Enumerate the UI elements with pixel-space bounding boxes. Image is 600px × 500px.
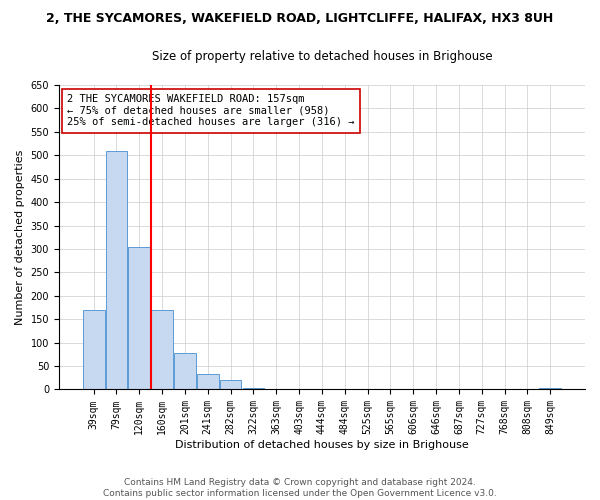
Text: 2 THE SYCAMORES WAKEFIELD ROAD: 157sqm
← 75% of detached houses are smaller (958: 2 THE SYCAMORES WAKEFIELD ROAD: 157sqm ←… [67, 94, 354, 128]
X-axis label: Distribution of detached houses by size in Brighouse: Distribution of detached houses by size … [175, 440, 469, 450]
Y-axis label: Number of detached properties: Number of detached properties [15, 150, 25, 325]
Title: Size of property relative to detached houses in Brighouse: Size of property relative to detached ho… [152, 50, 492, 63]
Bar [174, 353, 196, 390]
Bar [242, 388, 265, 390]
Bar [220, 380, 241, 390]
Bar [128, 246, 150, 390]
Text: Contains HM Land Registry data © Crown copyright and database right 2024.
Contai: Contains HM Land Registry data © Crown c… [103, 478, 497, 498]
Bar [151, 310, 173, 390]
Bar [197, 374, 218, 390]
Text: 2, THE SYCAMORES, WAKEFIELD ROAD, LIGHTCLIFFE, HALIFAX, HX3 8UH: 2, THE SYCAMORES, WAKEFIELD ROAD, LIGHTC… [46, 12, 554, 26]
Bar [83, 310, 104, 390]
Bar [539, 388, 561, 390]
Bar [106, 150, 127, 390]
